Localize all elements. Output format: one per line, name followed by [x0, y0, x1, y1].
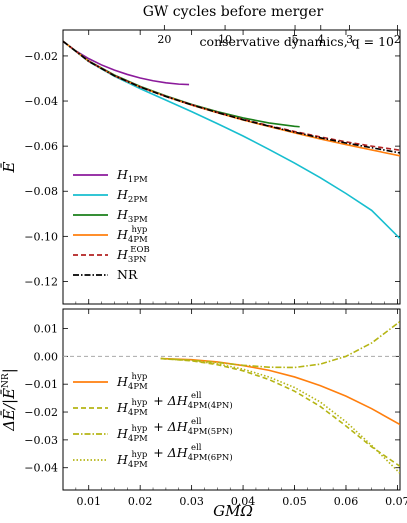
top-tick-label: 3 [346, 33, 353, 46]
x-tick-label: 0.03 [179, 495, 204, 508]
legend-label: H4PMhyp [116, 225, 148, 245]
series-line-0-1 [63, 40, 400, 240]
plot-frame [62, 29, 401, 305]
y-tick-label: −0.01 [24, 378, 58, 391]
x-tick-label: 0.01 [76, 495, 101, 508]
x-tick-label: 0.02 [128, 495, 153, 508]
bottom-panel: 0.01 0.02 0.03 0.04 0.05 0.06 0.07 0.01 0.00 −0.0… [0, 308, 407, 508]
legend-label: NR [117, 267, 138, 282]
legend-label: H1PM [116, 167, 148, 185]
top-tick-label: 4 [317, 33, 324, 46]
legend-label: H4PMhyp + ΔH4PM(6PN)ell [116, 443, 233, 470]
y-axis-title: ΔĒ/|ĒNR| [0, 368, 18, 432]
top-tick-label: 10 [218, 33, 232, 46]
x-tick-label: 0.07 [385, 495, 407, 508]
x-tick-label: 0.04 [231, 495, 256, 508]
y-axis-title: Ē [0, 161, 18, 173]
series-line-0-3 [63, 40, 400, 157]
y-tick-label: 0.01 [34, 322, 59, 335]
y-tick-label: −0.06 [24, 140, 58, 153]
y-tick-label: −0.02 [24, 50, 58, 63]
top-tick-label: 2 [394, 33, 401, 46]
legend-label: H4PMhyp + ΔH4PM(4PN)ell [116, 391, 233, 418]
y-tick-label: −0.04 [24, 95, 58, 108]
legend-label: H3PM [116, 207, 148, 225]
series-line-1-2 [160, 320, 400, 369]
x-tick-label: 0.05 [282, 495, 307, 508]
legend-label: H4PMhyp [116, 372, 148, 392]
series-line-1-3 [160, 357, 400, 474]
legend-label: H3PNEOB [116, 245, 150, 265]
series-line-0-0 [63, 40, 190, 86]
panel-annotation: conservative dynamics, q = 10 [200, 34, 394, 49]
y-tick-label: −0.03 [24, 434, 58, 447]
top-axis-title: GW cycles before merger [143, 4, 324, 20]
x-axis-title: GMΩ [213, 502, 253, 520]
y-tick-label: −0.02 [24, 406, 58, 419]
top-tick-label: 5 [292, 33, 299, 46]
legend-label: H2PM [116, 187, 148, 205]
plot-frame [62, 308, 401, 491]
y-tick-label: 0.00 [34, 350, 59, 363]
y-tick-label: −0.04 [24, 462, 58, 475]
top-axis: 20 10 5 4 3 2 [157, 25, 401, 46]
y-tick-label: −0.12 [24, 275, 58, 288]
y-tick-label: −0.10 [24, 230, 58, 243]
series-line-0-4 [63, 40, 400, 151]
top-panel: −0.02 −0.04 −0.06 −0.08 −0.10 −0.12 Ēconservat… [0, 29, 401, 305]
y-tick-label: −0.08 [24, 185, 58, 198]
series-line-1-1 [160, 357, 400, 467]
legend-label: H4PMhyp + ΔH4PM(5PN)ell [116, 417, 233, 444]
x-tick-label: 0.06 [334, 495, 359, 508]
top-tick-label: 20 [157, 33, 171, 46]
series-line-0-5 [63, 40, 400, 154]
